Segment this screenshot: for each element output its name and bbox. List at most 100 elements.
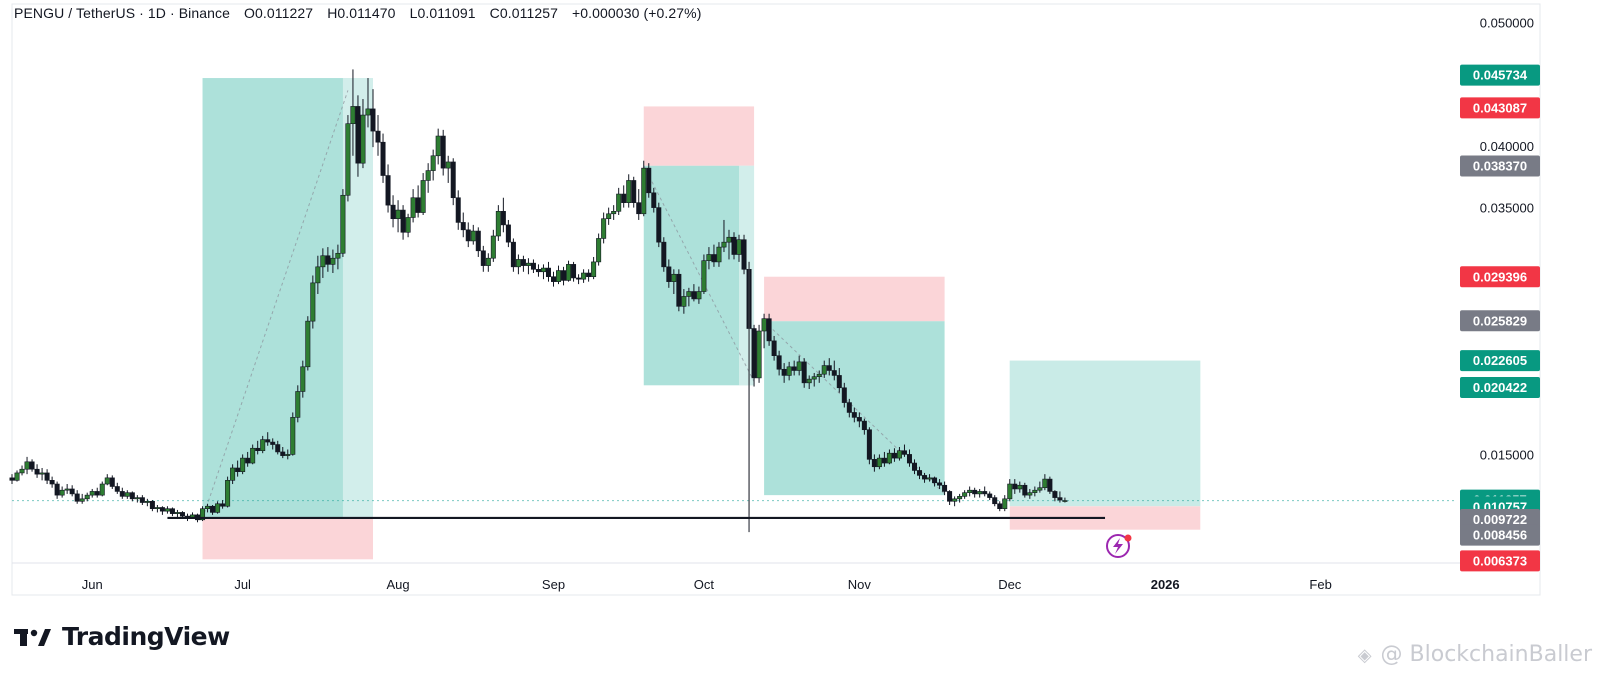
- candle-body: [761, 318, 767, 332]
- x-tick-label: Feb: [1309, 577, 1331, 592]
- tradingview-logo[interactable]: TradingView: [14, 622, 230, 651]
- candle: [84, 492, 90, 502]
- candle-body: [776, 355, 782, 370]
- candle: [335, 244, 341, 270]
- candle: [826, 358, 832, 376]
- candle-body: [295, 391, 301, 418]
- price-tag-bg: [1460, 266, 1540, 288]
- candle: [656, 202, 662, 248]
- candle: [29, 459, 35, 472]
- candle-body: [530, 262, 536, 270]
- candle: [711, 244, 717, 267]
- candle: [761, 313, 767, 349]
- candle: [315, 255, 321, 294]
- chart-frame: [11, 3, 1541, 596]
- candle: [295, 385, 301, 423]
- candle-body: [1037, 487, 1043, 491]
- candle: [270, 438, 276, 450]
- candle-body: [415, 197, 421, 213]
- price-tag-label: 0.009722: [1473, 512, 1527, 527]
- candle: [220, 500, 226, 509]
- candle-body: [861, 420, 867, 431]
- candle-body: [69, 488, 75, 495]
- x-tick-label: Dec: [998, 577, 1022, 592]
- candle: [305, 316, 311, 371]
- candle: [701, 254, 707, 294]
- candle: [250, 444, 256, 465]
- candle: [325, 247, 331, 272]
- candle-body: [701, 260, 707, 292]
- stop-zone: [643, 106, 755, 166]
- candle: [1022, 482, 1028, 498]
- candle: [801, 358, 807, 388]
- candle-body: [866, 429, 872, 460]
- ohlc-change: +0.000030 (+0.27%): [572, 5, 702, 21]
- candle: [856, 412, 862, 428]
- candle: [290, 412, 296, 456]
- candle-body: [786, 366, 792, 376]
- candle: [380, 133, 386, 183]
- candle: [661, 237, 667, 272]
- candle-body: [962, 492, 968, 497]
- price-tag-bg: [1460, 310, 1540, 332]
- x-tick-label: Aug: [386, 577, 409, 592]
- candle: [495, 205, 501, 241]
- ohlc-low: L0.011091: [409, 5, 476, 21]
- candle: [89, 488, 95, 498]
- candle: [74, 490, 80, 504]
- candle: [1037, 481, 1043, 493]
- candle: [480, 245, 486, 272]
- candle-body: [1047, 478, 1053, 492]
- candle: [24, 456, 30, 475]
- candle: [310, 275, 316, 329]
- candle-body: [14, 472, 20, 481]
- candle-body: [836, 375, 842, 389]
- candle-body: [1022, 484, 1028, 496]
- candle: [836, 368, 842, 393]
- candle-body: [611, 211, 617, 215]
- candle: [230, 464, 236, 485]
- candle-body: [666, 266, 672, 282]
- candle: [460, 212, 466, 238]
- candle-body: [360, 114, 366, 164]
- candle: [911, 459, 917, 475]
- price-tag-label: 0.006373: [1473, 553, 1527, 568]
- candle-body: [200, 508, 206, 521]
- candle-body: [917, 470, 923, 476]
- candle: [139, 495, 145, 506]
- candle-body: [250, 447, 256, 464]
- candle: [174, 509, 180, 518]
- candle: [726, 229, 732, 260]
- y-tick-label: 0.050000: [1480, 16, 1534, 31]
- candle: [370, 89, 376, 148]
- target-zone: [1009, 360, 1201, 507]
- candle-body: [285, 454, 291, 456]
- candle-body: [721, 241, 727, 248]
- candle-body: [94, 491, 100, 496]
- candle-body: [561, 270, 567, 281]
- tradingview-logo-icon: [14, 628, 51, 646]
- candle-body: [215, 503, 221, 513]
- candle-body: [445, 161, 451, 169]
- candle: [841, 382, 847, 408]
- candle: [14, 470, 20, 482]
- candle-body: [410, 197, 416, 218]
- candle-body: [571, 264, 577, 279]
- symbol-title[interactable]: PENGU / TetherUS · 1D · Binance: [14, 5, 231, 21]
- y-tick-label: 0.015000: [1480, 447, 1534, 462]
- candle-body: [390, 204, 396, 220]
- candle-body: [896, 450, 902, 459]
- candle: [686, 287, 692, 307]
- candle: [430, 149, 436, 181]
- candle-body: [1052, 491, 1058, 498]
- x-tick-label: 2026: [1151, 577, 1180, 592]
- candle: [330, 249, 336, 274]
- candle: [49, 476, 55, 488]
- candle: [766, 313, 772, 346]
- candle: [886, 449, 892, 465]
- candle: [626, 174, 632, 208]
- candle-body: [937, 482, 943, 486]
- candle: [1032, 486, 1038, 497]
- candle-body: [345, 123, 351, 196]
